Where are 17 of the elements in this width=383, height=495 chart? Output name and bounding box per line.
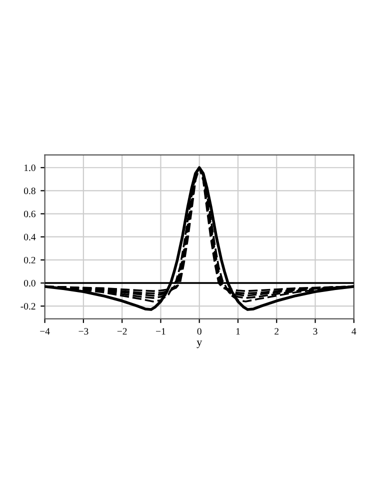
- y-tick-label: 0.2: [24, 256, 36, 264]
- y-tick-label: 0.4: [24, 234, 36, 240]
- x-tick-label: 1: [236, 328, 240, 335]
- x-tick-label: 4: [352, 328, 356, 335]
- y-tick-label: 1.0: [24, 164, 36, 172]
- x-tick-label: −1: [156, 328, 166, 335]
- x-tick-label: 0: [197, 328, 202, 335]
- y-tick-label: 0.0: [24, 280, 36, 287]
- x-tick-label: 2: [274, 328, 279, 335]
- x-axis-title: y: [196, 340, 202, 348]
- y-tick-label: 0.8: [24, 188, 36, 194]
- y-tick-label: -0.2: [20, 302, 36, 310]
- y-tick-label: 0.6: [24, 210, 36, 218]
- x-tick-label: −2: [117, 328, 127, 335]
- x-tick-label: −4: [40, 328, 50, 335]
- x-tick-label: −3: [78, 328, 88, 335]
- x-tick-label: 3: [313, 328, 318, 335]
